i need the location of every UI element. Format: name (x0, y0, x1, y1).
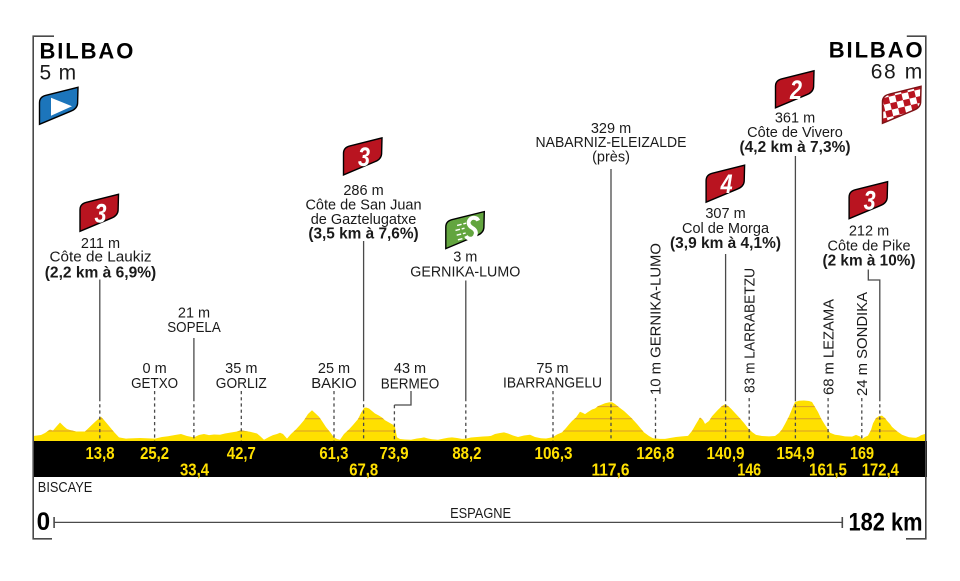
svg-text:68 m LEZAMA: 68 m LEZAMA (821, 299, 837, 395)
svg-text:Col de Morga: Col de Morga (682, 221, 770, 237)
svg-text:10 m GERNIKA-LUMO: 10 m GERNIKA-LUMO (649, 243, 665, 395)
svg-text:169: 169 (850, 443, 874, 463)
svg-text:IBARRANGELU: IBARRANGELU (503, 376, 602, 392)
svg-text:140,9: 140,9 (707, 443, 745, 463)
svg-text:BILBAO: BILBAO (829, 38, 925, 63)
svg-text:ESPAGNE: ESPAGNE (450, 505, 511, 522)
svg-text:(2,2 km à 6,9%): (2,2 km à 6,9%) (45, 265, 157, 282)
svg-text:24 m SONDIKA: 24 m SONDIKA (855, 292, 871, 396)
svg-text:307 m: 307 m (705, 206, 745, 222)
svg-text:21 m: 21 m (178, 305, 210, 321)
svg-text:361 m: 361 m (775, 111, 815, 127)
svg-text:88,2: 88,2 (452, 443, 481, 463)
svg-text:de Gaztelugatxe: de Gaztelugatxe (311, 212, 417, 228)
svg-text:42,7: 42,7 (227, 443, 256, 463)
svg-text:0 m: 0 m (143, 361, 167, 377)
svg-text:Côte de Laukiz: Côte de Laukiz (50, 250, 152, 266)
svg-text:Côte de San Juan: Côte de San Juan (305, 198, 421, 214)
svg-text:286 m: 286 m (343, 183, 383, 199)
svg-text:Côte de Pike: Côte de Pike (827, 239, 910, 255)
svg-text:GERNIKA-LUMO: GERNIKA-LUMO (410, 264, 520, 280)
svg-text:25,2: 25,2 (140, 443, 169, 463)
svg-text:3 m: 3 m (453, 250, 477, 266)
svg-text:172,4: 172,4 (862, 460, 899, 480)
svg-text:212 m: 212 m (849, 224, 889, 240)
svg-text:SOPELA: SOPELA (167, 320, 221, 336)
svg-text:68 m: 68 m (871, 61, 924, 84)
svg-text:(3,5 km à 7,6%): (3,5 km à 7,6%) (308, 226, 418, 243)
svg-text:2: 2 (789, 75, 802, 105)
svg-text:43 m: 43 m (394, 361, 426, 377)
svg-text:(2 km à 10%): (2 km à 10%) (823, 253, 916, 270)
svg-text:BAKIO: BAKIO (311, 376, 357, 392)
svg-text:154,9: 154,9 (776, 443, 814, 463)
svg-text:61,3: 61,3 (319, 443, 348, 463)
svg-text:(4,2 km à 7,3%): (4,2 km à 7,3%) (740, 139, 851, 156)
svg-text:33,4: 33,4 (180, 460, 209, 480)
svg-text:161,5: 161,5 (809, 460, 847, 480)
svg-text:13,8: 13,8 (86, 443, 115, 463)
svg-text:182 km: 182 km (849, 508, 923, 536)
svg-text:3: 3 (864, 186, 876, 216)
svg-text:75 m: 75 m (536, 361, 568, 377)
svg-text:106,3: 106,3 (535, 443, 573, 463)
svg-text:0: 0 (37, 508, 51, 536)
svg-text:73,9: 73,9 (380, 443, 409, 463)
svg-text:(3,9 km à 4,1%): (3,9 km à 4,1%) (670, 235, 781, 252)
svg-text:3: 3 (358, 142, 370, 172)
svg-text:GETXO: GETXO (131, 376, 178, 392)
svg-text:BISCAYE: BISCAYE (38, 480, 93, 496)
svg-text:(près): (près) (592, 150, 630, 166)
svg-text:4: 4 (720, 169, 733, 199)
svg-text:83 m LARRABETZU: 83 m LARRABETZU (742, 268, 758, 393)
svg-text:Côte de Vivero: Côte de Vivero (747, 125, 843, 141)
svg-text:NABARNIZ-ELEIZALDE: NABARNIZ-ELEIZALDE (536, 135, 687, 151)
svg-text:GORLIZ: GORLIZ (216, 376, 267, 392)
svg-text:BERMEO: BERMEO (381, 377, 440, 393)
svg-text:67,8: 67,8 (349, 460, 378, 480)
svg-text:146: 146 (737, 460, 761, 480)
svg-text:5 m: 5 m (40, 61, 77, 84)
svg-text:211 m: 211 m (81, 236, 120, 252)
svg-text:35 m: 35 m (225, 361, 257, 377)
svg-text:117,6: 117,6 (592, 460, 630, 480)
svg-text:25 m: 25 m (318, 361, 350, 377)
svg-text:329 m: 329 m (591, 121, 631, 137)
svg-text:3: 3 (95, 198, 107, 228)
svg-text:BILBAO: BILBAO (40, 39, 136, 64)
svg-text:126,8: 126,8 (636, 443, 674, 463)
